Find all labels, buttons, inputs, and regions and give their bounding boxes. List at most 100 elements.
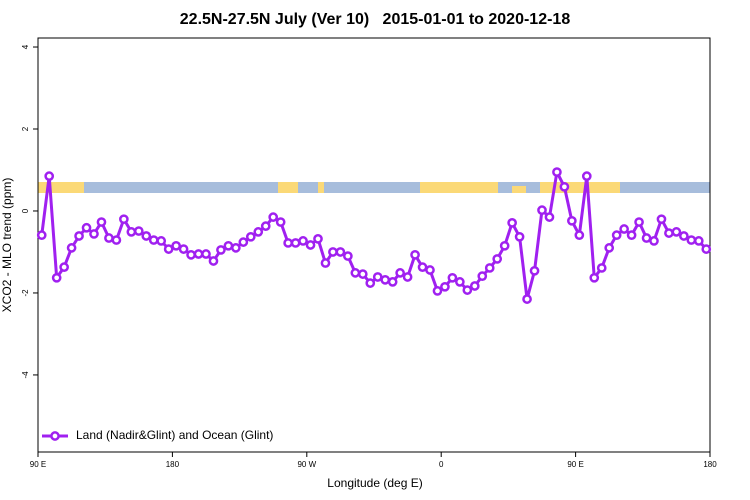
x-tick-label: 90 W [297,460,316,469]
data-point [81,222,92,233]
data-point [544,212,555,222]
data-point [148,235,159,245]
data-point [201,249,211,259]
data-point [320,258,331,268]
data-point [484,263,495,273]
data-point [559,181,570,192]
data-point [507,218,517,228]
data-point [477,271,488,282]
data-point [133,226,144,236]
data-point [380,274,391,285]
data-point [328,247,338,257]
data-point [522,294,532,304]
data-point [253,227,264,237]
data-point [357,269,368,279]
data-point [66,243,77,253]
data-point [664,228,674,238]
data-point [604,243,615,253]
x-tick-label: 180 [166,460,180,469]
data-point [193,249,204,259]
data-point [402,272,413,282]
chart-title: 22.5N-27.5N July (Ver 10) 2015-01-01 to … [180,11,571,28]
data-point [619,224,629,234]
y-tick-label: 0 [21,208,30,213]
data-point [611,230,622,241]
data-point [59,262,69,272]
x-tick-label: 180 [703,460,717,469]
data-point [447,272,458,283]
data-point [679,231,689,241]
data-point [671,227,682,237]
land-band [540,182,620,193]
land-ocean-strip [38,182,710,193]
x-tick-label: 90 E [567,460,583,469]
data-point [425,265,435,275]
data-point [51,272,62,283]
data-point [626,230,637,241]
data-point [417,262,428,272]
ocean-band [38,182,710,193]
data-point [634,217,644,227]
data-point [245,231,256,242]
data-point [104,233,114,243]
data-point [343,251,353,261]
data-point [126,227,137,237]
data-point [432,286,443,296]
data-point [469,281,480,291]
data-point [372,272,383,282]
data-point [387,277,398,287]
data-point [216,245,226,255]
data-point [74,231,84,241]
data-point [260,221,271,231]
data-point [111,235,122,245]
data-point [231,243,241,253]
data-point [440,281,450,292]
data-point [290,238,301,248]
x-tick-label: 0 [439,460,444,469]
data-point [514,231,525,242]
data-point [641,233,652,243]
data-point [693,236,704,246]
data-point [89,229,99,239]
data-point [171,240,181,251]
land-band [512,186,526,193]
data-point [141,231,152,241]
data-point [552,167,562,177]
data-point [96,217,107,227]
data-point [410,249,420,260]
data-point [156,236,167,246]
data-point [596,263,607,273]
y-tick-label: -2 [21,289,30,297]
data-point [589,272,600,283]
x-tick-label: 90 E [30,460,46,469]
legend-marker [50,431,60,441]
data-point [581,171,592,181]
data-point [656,214,667,225]
data-point [537,205,547,216]
data-point [574,230,585,241]
legend-label: Land (Nadir&Glint) and Ocean (Glint) [76,428,273,442]
data-point [567,215,577,226]
data-point [686,235,697,245]
data-point [350,268,361,278]
data-point [223,240,234,251]
y-tick-label: -4 [21,371,30,379]
data-point [238,237,249,247]
y-axis-title: XCO2 - MLO trend (ppm) [0,178,14,313]
land-band [420,182,498,193]
data-point [499,240,510,251]
data-point [365,278,376,288]
land-band [318,182,324,193]
data-point [163,244,174,254]
data-point [313,234,323,244]
data-point [298,236,308,246]
plot-frame [37,37,711,453]
data-point [275,217,286,227]
data-point [186,249,196,260]
data-point [305,240,316,250]
data-point [178,244,189,254]
data-point [283,238,293,248]
data-point [455,277,465,287]
land-band [278,182,298,193]
